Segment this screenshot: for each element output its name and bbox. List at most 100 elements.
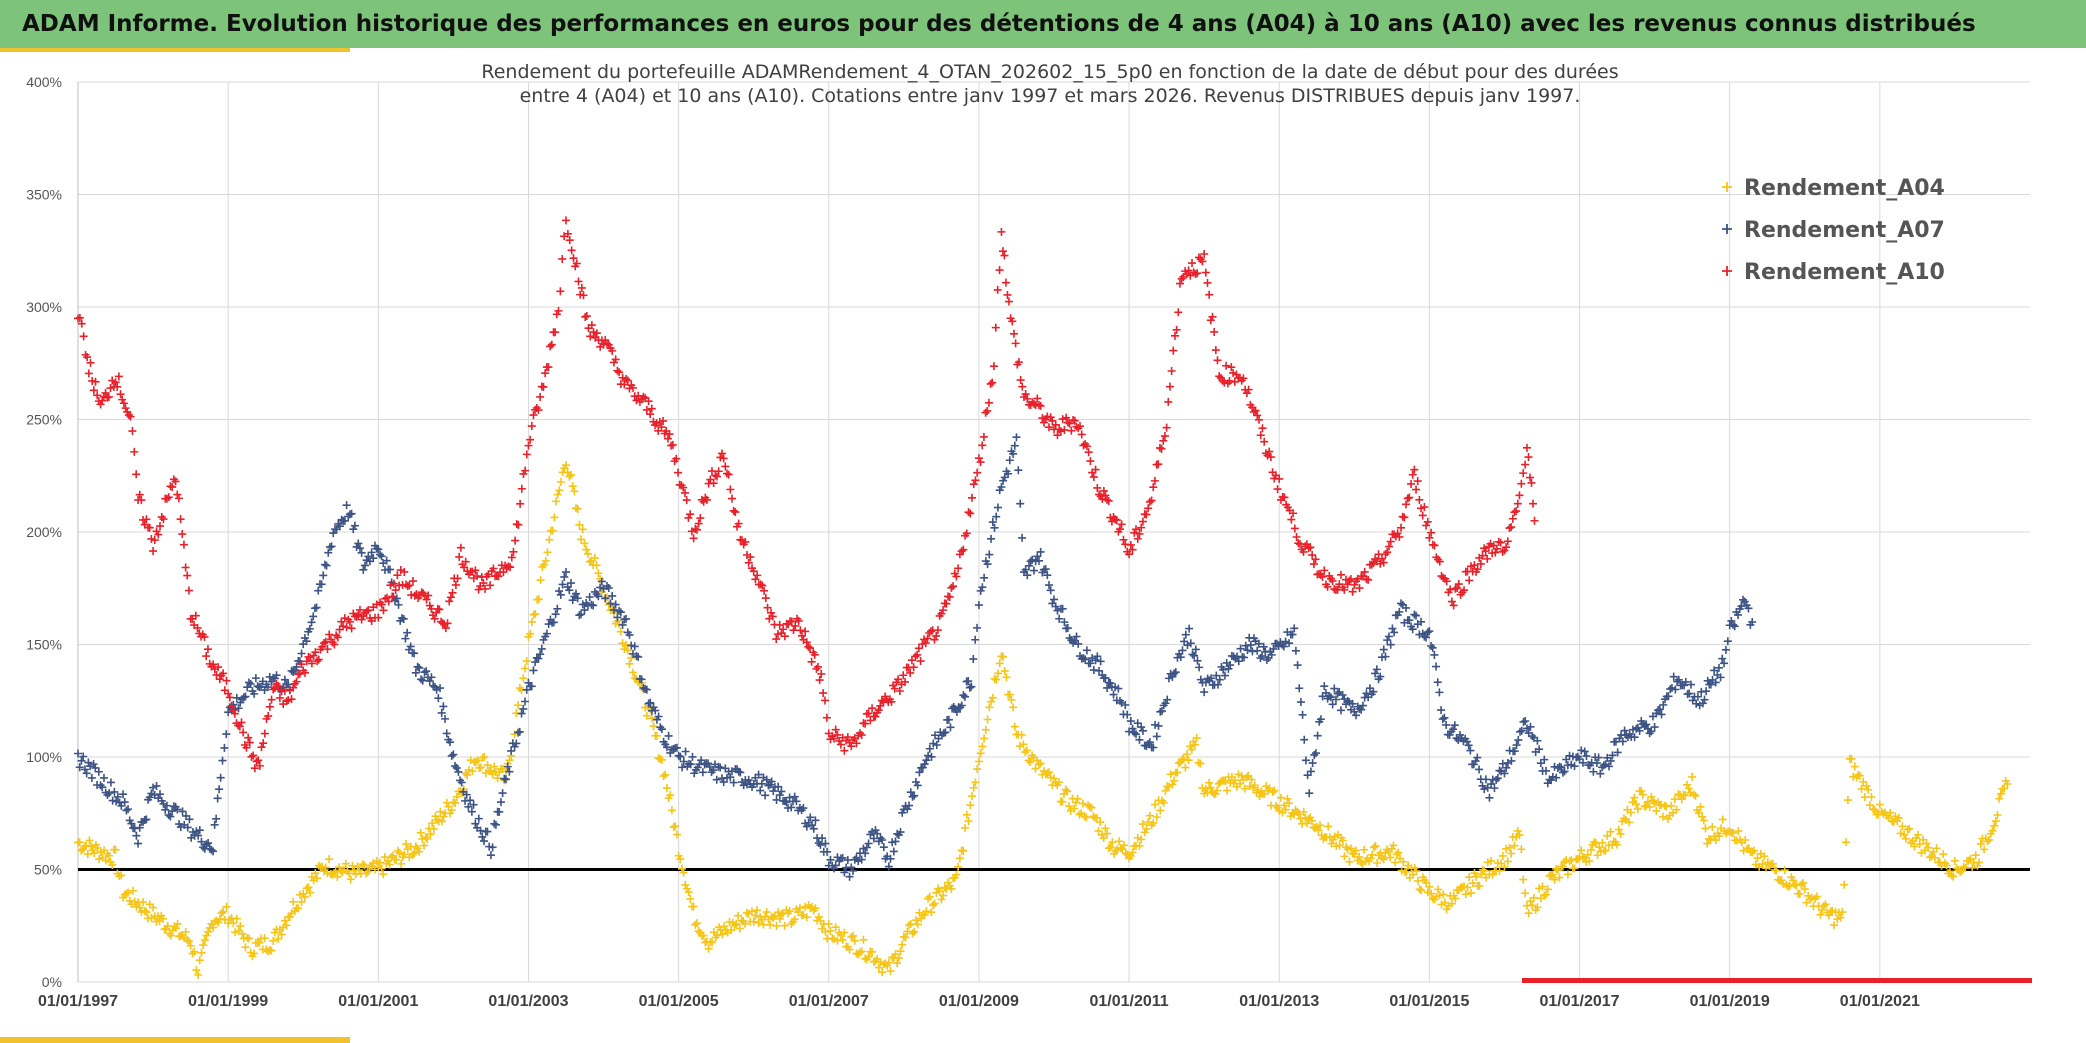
data-point: [1667, 801, 1676, 810]
data-point: [922, 756, 931, 765]
data-point: [603, 593, 612, 602]
data-point: [1502, 763, 1511, 772]
data-point: [709, 479, 718, 488]
data-point: [1490, 784, 1499, 793]
data-point: [1949, 872, 1958, 881]
data-point: [807, 657, 816, 666]
data-point: [1378, 554, 1387, 563]
data-point: [1739, 846, 1748, 855]
data-point: [1777, 876, 1786, 885]
data-point: [493, 774, 502, 783]
data-point: [388, 851, 397, 860]
data-point: [280, 675, 289, 684]
data-point: [802, 913, 811, 922]
data-point: [597, 577, 606, 586]
data-point: [1407, 479, 1416, 488]
x-tick-label: 01/01/2003: [488, 993, 568, 1010]
data-point: [1168, 780, 1177, 789]
data-point: [689, 534, 698, 543]
data-point: [814, 912, 823, 921]
data-point: [98, 396, 107, 405]
data-point: [1652, 806, 1661, 815]
data-point: [127, 819, 136, 828]
data-point: [1415, 495, 1424, 504]
data-point: [1910, 842, 1919, 851]
data-point: [957, 701, 966, 710]
data-point: [1718, 815, 1727, 824]
data-point: [1384, 632, 1393, 641]
data-point: [126, 412, 135, 421]
data-point: [1091, 465, 1100, 474]
data-point: [427, 673, 436, 682]
data-point: [980, 734, 989, 743]
data-point: [375, 858, 384, 867]
data-point: [486, 851, 495, 860]
data-point: [1172, 325, 1181, 334]
data-point: [1234, 657, 1243, 666]
data-point: [1175, 279, 1184, 288]
data-point: [1447, 899, 1456, 908]
x-tick-label: 01/01/1999: [188, 993, 268, 1010]
data-point: [761, 594, 770, 603]
data-point: [668, 440, 677, 449]
data-point: [932, 631, 941, 640]
data-point: [183, 823, 192, 832]
data-point: [1718, 654, 1727, 663]
data-point: [864, 839, 873, 848]
data-point: [1086, 457, 1095, 466]
data-point: [749, 917, 758, 926]
data-point: [1524, 453, 1533, 462]
data-point: [174, 494, 183, 503]
data-point: [663, 434, 672, 443]
data-point: [217, 909, 226, 918]
data-point: [391, 586, 400, 595]
data-point: [1860, 793, 1869, 802]
data-point: [437, 708, 446, 717]
data-point: [202, 652, 211, 661]
data-point: [239, 728, 248, 737]
data-point: [1430, 541, 1439, 550]
data-point: [560, 572, 569, 581]
data-point: [302, 637, 311, 646]
data-point: [214, 663, 223, 672]
data-point: [577, 610, 586, 619]
data-point: [1604, 762, 1613, 771]
data-point: [749, 567, 758, 576]
data-point: [712, 775, 721, 784]
data-point: [358, 860, 367, 869]
data-point: [681, 880, 690, 889]
data-point: [686, 510, 695, 519]
data-point: [156, 790, 165, 799]
data-point: [452, 763, 461, 772]
data-point: [249, 751, 258, 760]
data-point: [780, 797, 789, 806]
y-axis-ticks: 0%50%100%150%200%250%300%350%400%: [26, 74, 62, 990]
data-point: [1305, 789, 1314, 798]
data-point: [1308, 551, 1317, 560]
data-point: [556, 287, 565, 296]
data-point: [219, 669, 228, 678]
data-point: [886, 967, 895, 976]
data-point: [1502, 543, 1511, 552]
data-point: [267, 946, 276, 955]
data-point: [903, 927, 912, 936]
data-point: [1201, 784, 1210, 793]
data-point: [333, 633, 342, 642]
data-point: [1191, 740, 1200, 749]
data-point: [434, 694, 443, 703]
data-point: [1595, 843, 1604, 852]
data-point: [1194, 253, 1203, 262]
data-point: [821, 839, 830, 848]
data-point: [974, 601, 983, 610]
data-point: [580, 539, 589, 548]
data-point: [1980, 845, 1989, 854]
data-point: [1149, 483, 1158, 492]
data-point: [945, 592, 954, 601]
data-point: [930, 635, 939, 644]
data-point: [577, 535, 586, 544]
data-point: [767, 777, 776, 786]
data-point: [1577, 846, 1586, 855]
data-point: [1079, 654, 1088, 663]
data-point: [1050, 595, 1058, 604]
data-point: [207, 845, 216, 854]
